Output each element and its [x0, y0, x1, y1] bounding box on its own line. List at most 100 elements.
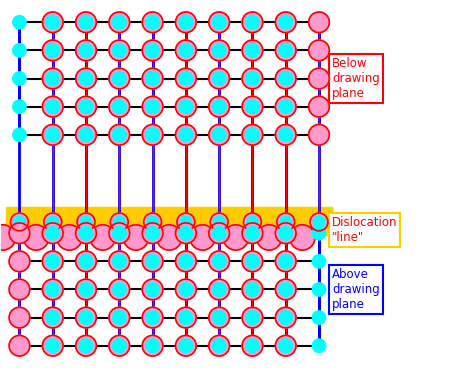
- Circle shape: [146, 72, 159, 85]
- Circle shape: [246, 43, 259, 57]
- Circle shape: [246, 216, 259, 228]
- Circle shape: [209, 251, 229, 272]
- Circle shape: [309, 96, 329, 117]
- Circle shape: [312, 227, 326, 240]
- Circle shape: [242, 12, 263, 33]
- Circle shape: [279, 128, 292, 142]
- Circle shape: [142, 223, 163, 244]
- Circle shape: [142, 124, 163, 145]
- Circle shape: [275, 96, 296, 117]
- Circle shape: [246, 339, 259, 353]
- Circle shape: [76, 335, 96, 356]
- Circle shape: [42, 279, 63, 300]
- Circle shape: [176, 12, 196, 33]
- Circle shape: [209, 96, 229, 117]
- Circle shape: [79, 128, 93, 142]
- Circle shape: [79, 100, 93, 114]
- Circle shape: [42, 223, 63, 244]
- Circle shape: [209, 307, 229, 328]
- Circle shape: [209, 279, 229, 300]
- Circle shape: [13, 100, 26, 113]
- Circle shape: [76, 96, 96, 117]
- Circle shape: [279, 72, 292, 85]
- Circle shape: [46, 72, 60, 85]
- Circle shape: [179, 72, 193, 85]
- Circle shape: [279, 339, 292, 353]
- Circle shape: [179, 311, 193, 325]
- Circle shape: [313, 216, 325, 228]
- Circle shape: [79, 254, 93, 268]
- Circle shape: [109, 124, 130, 145]
- Circle shape: [109, 96, 130, 117]
- Circle shape: [77, 213, 95, 231]
- Circle shape: [42, 335, 63, 356]
- Circle shape: [309, 40, 329, 61]
- Circle shape: [246, 311, 259, 325]
- Text: Dislocation
"line": Dislocation "line": [332, 216, 398, 244]
- Circle shape: [279, 311, 292, 325]
- Circle shape: [244, 213, 261, 231]
- Bar: [6, 206, 332, 235]
- Circle shape: [280, 216, 292, 228]
- Circle shape: [42, 68, 63, 89]
- Circle shape: [279, 226, 292, 240]
- Circle shape: [242, 335, 263, 356]
- Circle shape: [146, 254, 159, 268]
- Circle shape: [209, 335, 229, 356]
- Circle shape: [309, 124, 329, 145]
- Circle shape: [113, 216, 125, 228]
- Circle shape: [179, 43, 193, 57]
- Circle shape: [242, 279, 263, 300]
- Circle shape: [146, 128, 159, 142]
- Circle shape: [209, 68, 229, 89]
- Circle shape: [142, 12, 163, 33]
- Circle shape: [212, 15, 226, 29]
- Circle shape: [9, 223, 30, 244]
- Circle shape: [144, 213, 161, 231]
- Circle shape: [242, 40, 263, 61]
- Circle shape: [9, 335, 30, 356]
- Circle shape: [213, 216, 225, 228]
- Circle shape: [242, 223, 263, 244]
- Circle shape: [123, 225, 149, 250]
- Circle shape: [242, 251, 263, 272]
- Circle shape: [312, 255, 326, 268]
- Circle shape: [13, 216, 26, 228]
- Circle shape: [13, 128, 26, 141]
- Circle shape: [212, 226, 226, 240]
- Circle shape: [113, 100, 126, 114]
- Circle shape: [242, 96, 263, 117]
- Circle shape: [109, 223, 130, 244]
- Circle shape: [109, 12, 130, 33]
- Circle shape: [275, 223, 296, 244]
- Circle shape: [13, 72, 26, 85]
- Circle shape: [142, 68, 163, 89]
- Circle shape: [13, 15, 26, 29]
- Circle shape: [146, 100, 159, 114]
- Circle shape: [146, 311, 159, 325]
- Circle shape: [113, 311, 126, 325]
- Circle shape: [212, 100, 226, 114]
- Circle shape: [76, 251, 96, 272]
- Circle shape: [275, 124, 296, 145]
- Circle shape: [242, 68, 263, 89]
- Circle shape: [246, 15, 259, 29]
- Circle shape: [275, 335, 296, 356]
- Circle shape: [176, 279, 196, 300]
- Circle shape: [212, 311, 226, 325]
- Circle shape: [212, 43, 226, 57]
- Circle shape: [209, 124, 229, 145]
- Circle shape: [42, 124, 63, 145]
- Circle shape: [179, 283, 193, 296]
- Circle shape: [42, 96, 63, 117]
- Circle shape: [279, 100, 292, 114]
- Circle shape: [212, 254, 226, 268]
- Circle shape: [279, 15, 292, 29]
- Circle shape: [275, 251, 296, 272]
- Circle shape: [212, 72, 226, 85]
- Circle shape: [309, 68, 329, 89]
- Circle shape: [113, 226, 126, 240]
- Circle shape: [79, 43, 93, 57]
- Circle shape: [246, 72, 259, 85]
- Circle shape: [142, 40, 163, 61]
